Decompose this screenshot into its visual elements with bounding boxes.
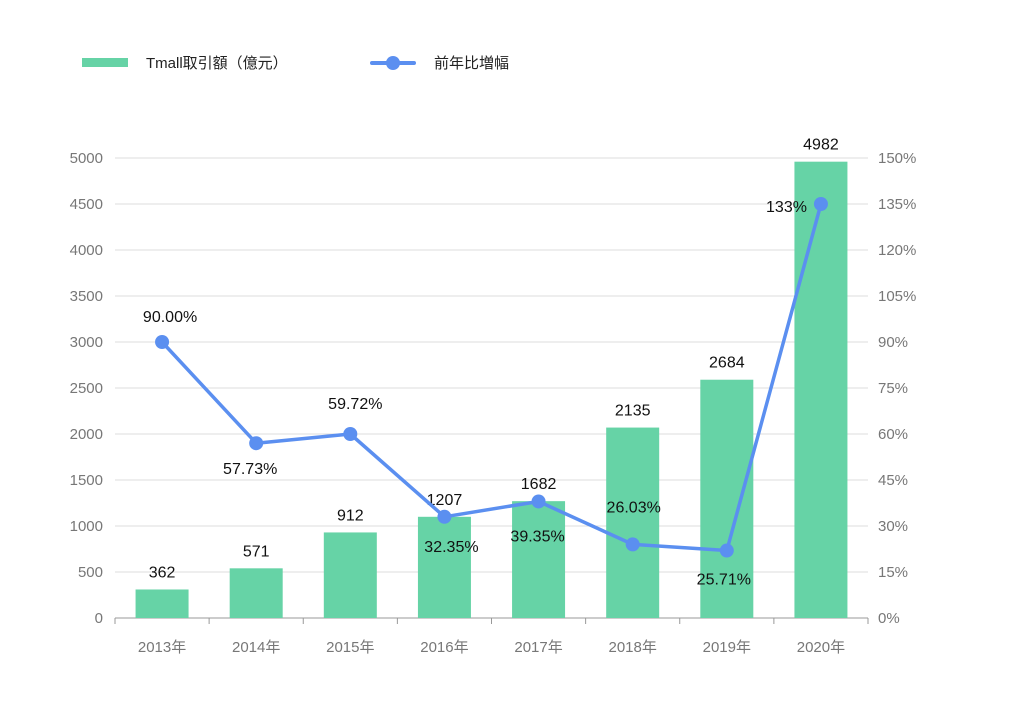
line-data-label: 32.35%: [424, 539, 478, 556]
y-right-tick-label: 135%: [878, 196, 916, 213]
bar: [606, 427, 660, 618]
legend-label-yoy-growth: 前年比増幅: [434, 55, 510, 72]
y-right-tick-label: 90%: [878, 334, 908, 351]
y-right-tick-label: 15%: [878, 564, 908, 581]
legend-item-transaction-volume[interactable]: Tmall取引額（億元）: [82, 52, 288, 73]
y-left-tick-label: 2000: [70, 426, 103, 443]
bar-data-label: 362: [149, 564, 176, 581]
bar: [135, 589, 189, 618]
bar-data-label: 2684: [709, 355, 745, 372]
y-right-tick-label: 120%: [878, 242, 916, 259]
y-left-tick-label: 0: [95, 610, 103, 627]
y-right-tick-label: 150%: [878, 150, 916, 167]
y-left-tick-label: 3500: [70, 288, 103, 305]
y-left-tick-label: 1000: [70, 518, 103, 535]
line-point: [155, 335, 170, 349]
line-data-label: 39.35%: [510, 528, 564, 545]
legend-swatch-bar: [82, 58, 128, 67]
bar-data-label: 2135: [615, 403, 651, 420]
bar-data-label: 1682: [521, 476, 557, 493]
bar: [794, 161, 848, 618]
bar-data-label: 571: [243, 543, 270, 560]
x-tick-label: 2016年: [420, 639, 468, 656]
line-point: [343, 427, 358, 441]
y-right-tick-label: 45%: [878, 472, 908, 489]
line-point: [437, 509, 452, 524]
legend-item-yoy-growth[interactable]: 前年比増幅: [370, 52, 509, 73]
bar-data-label: 1207: [427, 492, 463, 509]
line-data-label: 59.72%: [328, 396, 382, 413]
x-tick-label: 2019年: [703, 639, 751, 656]
series-line: [160, 203, 823, 553]
x-tick-label: 2014年: [232, 639, 280, 656]
line-data-label: 25.71%: [697, 572, 751, 589]
line-point: [719, 543, 734, 558]
y-right-tick-label: 60%: [878, 426, 908, 443]
x-tick-label: 2020年: [797, 639, 845, 656]
y-left-tick-label: 500: [78, 564, 103, 581]
line-data-label: 57.73%: [223, 461, 277, 478]
bar-data-label: 912: [337, 507, 364, 524]
y-left-tick-label: 4000: [70, 242, 103, 259]
line-point: [625, 537, 640, 552]
legend-label-transaction-volume: Tmall取引額（億元）: [146, 55, 288, 72]
bar-data-label: 4982: [803, 137, 839, 154]
y-left-tick-label: 1500: [70, 472, 103, 489]
y-right-tick-label: 30%: [878, 518, 908, 535]
y-left-tick-label: 2500: [70, 380, 103, 397]
line-point: [813, 197, 828, 211]
y-right-tick-label: 0%: [878, 610, 900, 627]
line-point: [531, 494, 546, 509]
bar: [229, 568, 283, 618]
x-tick-label: 2017年: [514, 639, 562, 656]
bar: [700, 379, 754, 618]
y-left-tick-label: 3000: [70, 334, 103, 351]
x-tick-label: 2018年: [609, 639, 657, 656]
line-data-label: 90.00%: [143, 309, 197, 326]
bar: [512, 501, 566, 618]
x-tick-label: 2015年: [326, 639, 374, 656]
legend-dot-icon: [386, 55, 400, 70]
x-tick-label: 2013年: [138, 639, 186, 656]
legend-swatch-line: [370, 55, 416, 70]
line-data-label: 26.03%: [607, 499, 661, 516]
y-left-tick-label: 5000: [70, 150, 103, 167]
line-point: [249, 436, 264, 451]
line-data-label: 133%: [766, 199, 807, 216]
bar: [417, 516, 471, 618]
bar: [323, 532, 377, 618]
y-left-tick-label: 4500: [70, 196, 103, 213]
y-right-tick-label: 75%: [878, 380, 908, 397]
y-right-tick-label: 105%: [878, 288, 916, 305]
